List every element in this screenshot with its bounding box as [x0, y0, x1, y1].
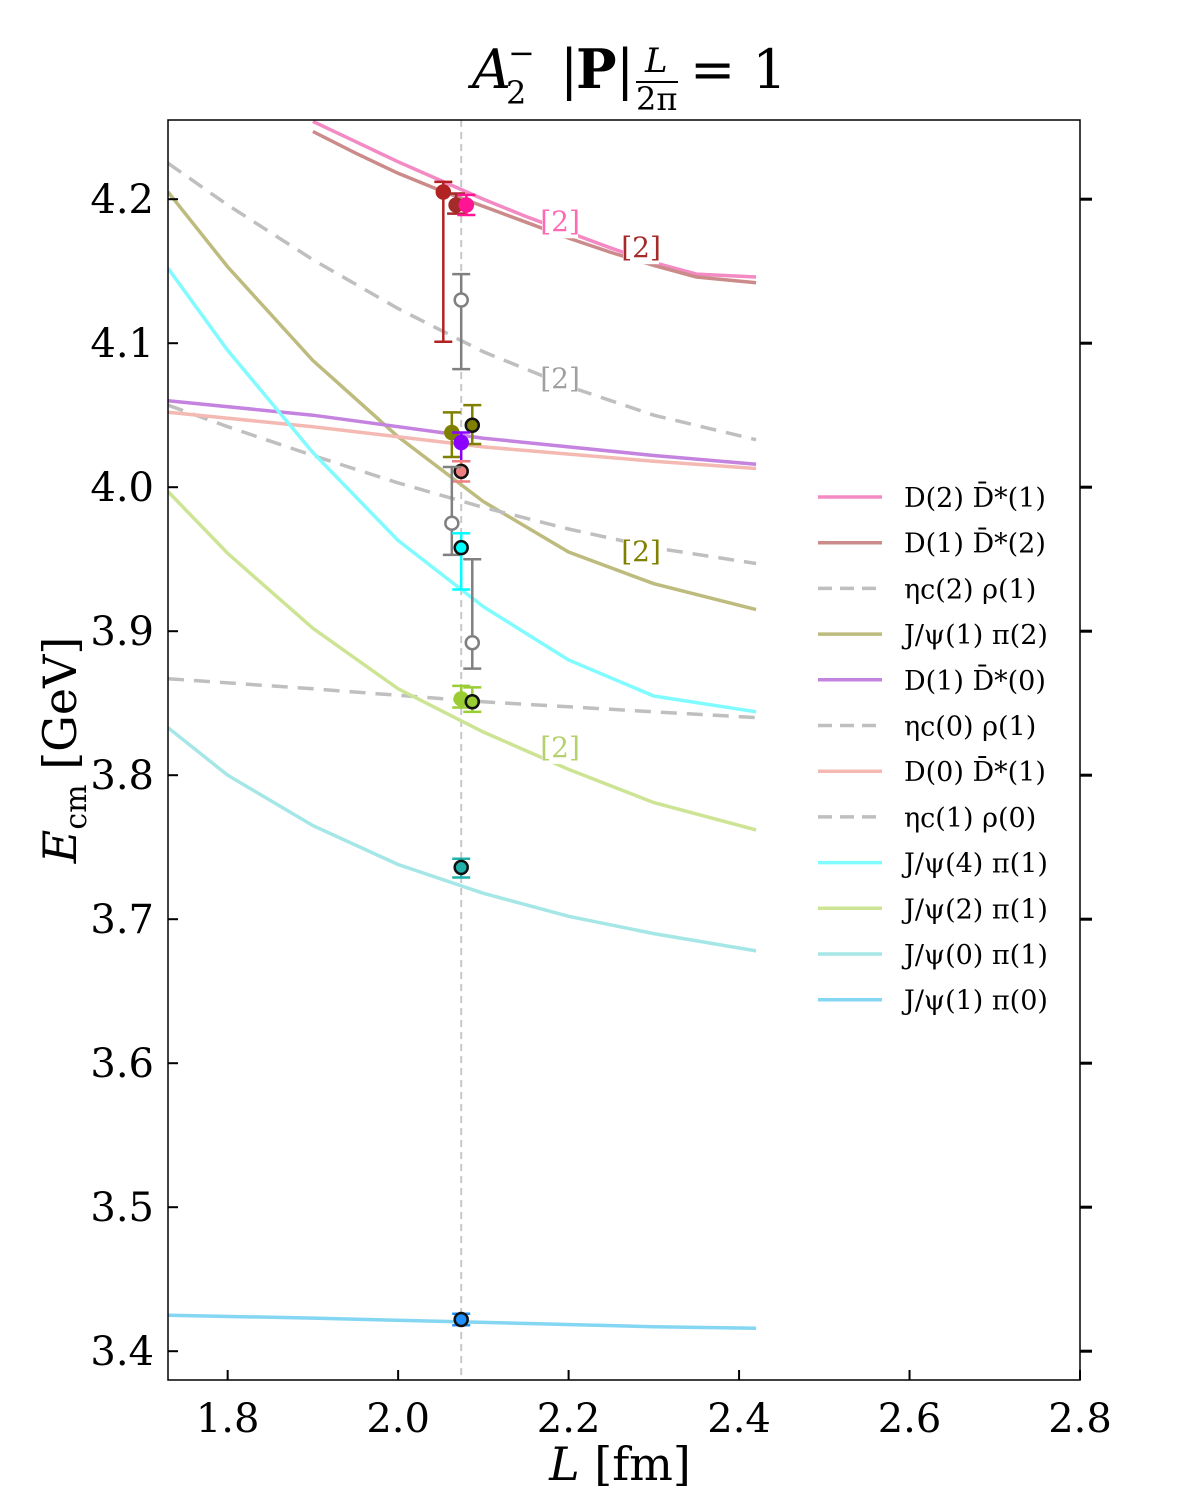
legend: D(2) D̄*(1) D(1) D̄*(2) ηc(2) ρ(1) J/ψ(1) π… — [818, 480, 1048, 1017]
svg-text:2: 2 — [506, 74, 526, 112]
annotation-label: [2] — [621, 231, 661, 264]
y-tick-label: 3.7 — [90, 897, 154, 943]
legend-label: D(0) D̄*(1) — [904, 754, 1046, 788]
y-tick-label: 3.5 — [90, 1185, 154, 1231]
x-tick-label: 2.8 — [1048, 1396, 1112, 1442]
annotation-label: [2] — [540, 731, 580, 764]
legend-label: D(1) D̄*(2) — [904, 526, 1046, 560]
data-point-0 — [434, 180, 453, 344]
data-point-8 — [442, 465, 461, 557]
x-tick-label: 2.6 — [878, 1396, 942, 1442]
x-tick-label: 2.0 — [366, 1396, 430, 1442]
data-point-14 — [452, 1311, 471, 1328]
legend-label: J/ψ(0) π(1) — [901, 940, 1048, 971]
svg-text:L: L — [644, 41, 668, 81]
series-line-c-2-1-2 — [168, 161, 757, 442]
series-line-j-0-1-10 — [168, 726, 757, 953]
legend-label: ηc(2) ρ(1) — [904, 574, 1036, 605]
data-point-9 — [452, 532, 471, 591]
data-point-13 — [452, 857, 471, 879]
series-line-j-4-1-8 — [168, 267, 757, 714]
y-tick-label: 4.1 — [90, 321, 154, 367]
legend-item-j-0-1: J/ψ(0) π(1) — [818, 940, 1048, 971]
legend-item-c-1-0: ηc(1) ρ(0) — [818, 803, 1036, 834]
series-line-j-1-0-11 — [168, 1313, 757, 1330]
annotations-layer: [2] [2] [2] [2] [2] — [540, 202, 661, 764]
chart-title: A 2 − | P | L 2π = 1 — [467, 34, 787, 118]
legend-item-c-0-1: ηc(0) ρ(1) — [818, 712, 1036, 743]
legend-label: J/ψ(1) π(0) — [901, 986, 1048, 1017]
series-line-c-0-1-5 — [168, 403, 757, 566]
x-axis-label: L [fm] — [548, 1437, 691, 1491]
y-tick-label: 3.9 — [90, 609, 154, 655]
series-line-d-1-d-2-1 — [312, 129, 757, 285]
y-tick-label: 4.0 — [90, 465, 154, 511]
series-line-c-1-0-7 — [168, 676, 757, 720]
legend-item-d-1-d-2: D(1) D̄*(2) — [818, 526, 1046, 560]
svg-text:|: | — [616, 38, 634, 101]
series-line-d-2-d-1-0 — [312, 120, 757, 279]
ticks-layer: 1.8 2.0 2.2 2.4 2.6 2.8 3.4 3.5 3.6 3.7 3.8 3.9 4.0 4… — [90, 177, 1111, 1442]
x-tick-label: 2.2 — [537, 1396, 601, 1442]
legend-item-d-0-d-1: D(0) D̄*(1) — [818, 754, 1046, 788]
y-axis-label: Ecm [GeV] — [33, 637, 94, 865]
legend-label: ηc(0) ρ(1) — [904, 712, 1036, 743]
y-tick-label: 3.6 — [90, 1041, 154, 1087]
y-tick-label: 4.2 — [90, 177, 154, 223]
annotation-label: [2] — [621, 535, 661, 568]
series-layer — [168, 120, 757, 1330]
series-line-j-2-1-9 — [168, 490, 757, 832]
svg-text:= 1: = 1 — [690, 38, 787, 101]
y-tick-label: 3.8 — [90, 753, 154, 799]
legend-label: D(2) D̄*(1) — [904, 480, 1046, 514]
legend-label: ηc(1) ρ(0) — [904, 803, 1036, 834]
legend-item-d-1-d-0: D(1) D̄*(0) — [818, 663, 1046, 697]
svg-text:|: | — [560, 38, 578, 101]
annotation-label: [2] — [540, 205, 580, 238]
plot-frame — [167, 119, 1081, 1381]
legend-item-d-2-d-1: D(2) D̄*(1) — [818, 480, 1046, 514]
data-point-3 — [452, 272, 471, 371]
annotation-label: [2] — [540, 362, 580, 395]
legend-label: D(1) D̄*(0) — [904, 663, 1046, 697]
svg-text:P: P — [576, 37, 617, 101]
legend-label: J/ψ(2) π(1) — [901, 894, 1048, 925]
x-tick-label: 1.8 — [196, 1396, 260, 1442]
series-line-d-1-d-0-4 — [168, 399, 757, 466]
series-line-d-0-d-1-6 — [168, 410, 757, 471]
y-tick-label: 3.4 — [90, 1329, 154, 1375]
svg-text:2π: 2π — [636, 80, 677, 118]
legend-item-j-1-0: J/ψ(1) π(0) — [818, 986, 1048, 1017]
legend-item-j-4-1: J/ψ(4) π(1) — [818, 849, 1048, 880]
series-line-j-1-2-3 — [168, 190, 757, 612]
legend-item-j-1-2: J/ψ(1) π(2) — [818, 620, 1048, 651]
points-layer — [434, 180, 482, 1328]
svg-text:−: − — [508, 34, 535, 72]
data-point-10 — [463, 557, 482, 670]
legend-item-j-2-1: J/ψ(2) π(1) — [818, 894, 1048, 925]
legend-label: J/ψ(1) π(2) — [901, 620, 1048, 651]
x-tick-label: 2.4 — [707, 1396, 771, 1442]
legend-label: J/ψ(4) π(1) — [901, 849, 1048, 880]
data-point-2 — [457, 193, 476, 217]
data-point-4 — [442, 411, 461, 459]
data-point-12 — [463, 686, 482, 714]
svg-text:A: A — [467, 38, 511, 101]
legend-item-c-2-1: ηc(2) ρ(1) — [818, 574, 1036, 605]
data-point-5 — [463, 403, 482, 446]
